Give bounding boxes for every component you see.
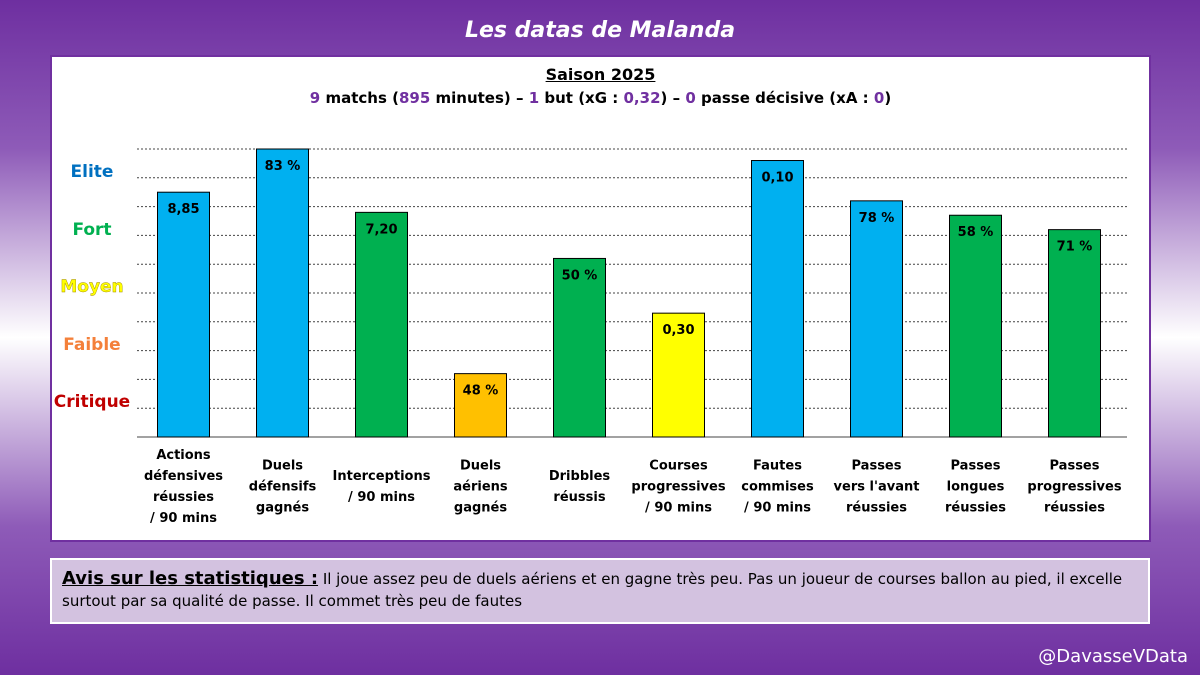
category-label-line: réussies [1044, 501, 1105, 516]
assists-count: 0 [685, 89, 696, 107]
category-label: Passes progressives réussies [1027, 459, 1121, 516]
category-label: Duels aériens gagnés [453, 459, 508, 516]
category-label-line: Interceptions [333, 469, 431, 484]
bar-chart: Elite Fort Moyen Faible Critique 8,85 Actions d… [54, 148, 1127, 526]
category-label: Passes longues réussies [945, 459, 1006, 516]
category-label-line: / 90 mins [150, 511, 217, 526]
category-label-line: Passes [1050, 459, 1100, 474]
mid-label: ) – [660, 89, 681, 107]
category-label-line: gagnés [454, 501, 507, 516]
data-label: 8,85 [167, 202, 199, 217]
category-label-line: Duels [262, 459, 303, 474]
category-label-line: Duels [460, 459, 501, 474]
data-label: 83 % [265, 159, 301, 174]
bar [157, 191, 210, 438]
level-label-fort: Fort [72, 220, 111, 240]
bar [751, 160, 804, 438]
goals-label: but (xG : [544, 89, 619, 107]
data-label: 0,10 [761, 171, 793, 186]
category-label-line: / 90 mins [744, 501, 811, 516]
comment-text: Il joue assez peu de duels aériens et en… [62, 570, 1123, 610]
minutes-count: 895 [398, 89, 431, 107]
data-label: 48 % [463, 384, 499, 399]
category-label-line: Dribbles [549, 469, 611, 484]
category-label-line: commises [741, 480, 814, 495]
category-label-line: réussies [945, 501, 1006, 516]
category-label-line: réussies [153, 490, 214, 505]
author-credit: @DavasseVData [1038, 646, 1188, 667]
category-label-line: longues [947, 480, 1005, 495]
minutes-label: minutes) – [435, 89, 524, 107]
category-label-line: / 90 mins [348, 490, 415, 505]
category-label: Passes vers l'avant réussies [834, 459, 920, 516]
comment-box: Avis sur les statistiques : Il joue asse… [50, 558, 1150, 624]
bar [454, 373, 507, 438]
data-label: 71 % [1057, 240, 1093, 255]
bar [355, 211, 408, 438]
data-label: 50 % [562, 268, 598, 283]
category-label-line: aériens [453, 480, 508, 495]
bar [256, 148, 309, 438]
xa-value: 0 [873, 89, 885, 107]
category-label-line: Fautes [753, 459, 802, 474]
level-label-faible: Faible [63, 335, 120, 355]
category-label-line: Passes [852, 459, 902, 474]
season-summary: 9 matchs (895 minutes) – 1 but (xG : 0,3… [52, 89, 1149, 107]
page-title: Les datas de Malanda [464, 18, 736, 43]
category-label-line: vers l'avant [834, 480, 920, 495]
category-label-line: Passes [951, 459, 1001, 474]
bar [553, 257, 606, 438]
matches-count: 9 [309, 89, 321, 107]
bar [1048, 229, 1101, 438]
assists-label: passe décisive (xA : [701, 89, 869, 107]
comment-heading: Avis sur les statistiques : [62, 568, 319, 589]
category-label-line: réussies [846, 501, 907, 516]
category-label: Interceptions / 90 mins [333, 469, 431, 505]
category-label-line: Courses [649, 459, 708, 474]
category-label-line: défensives [144, 469, 223, 484]
category-label: Actions défensives réussies / 90 mins [144, 448, 223, 526]
category-label-line: progressives [631, 480, 725, 495]
category-label-line: Actions [156, 448, 211, 463]
category-label-line: défensifs [249, 480, 317, 495]
data-label: 7,20 [365, 222, 397, 237]
season-title: Saison 2025 [545, 65, 656, 84]
category-label: Duels défensifs gagnés [249, 459, 317, 516]
category-label: Dribbles réussis [549, 469, 611, 505]
data-label: 78 % [859, 211, 895, 226]
goals-count: 1 [528, 89, 540, 107]
chart-panel: Saison 2025 9 matchs (895 minutes) – 1 b… [50, 55, 1151, 542]
xg-value: 0,32 [623, 89, 661, 107]
bar [652, 312, 705, 438]
category-label: Fautes commises / 90 mins [741, 459, 814, 516]
data-label: 58 % [958, 225, 994, 240]
category-label: Courses progressives / 90 mins [631, 459, 725, 516]
level-label-elite: Elite [71, 162, 114, 182]
end-label: ) [884, 89, 892, 107]
bar [949, 214, 1002, 438]
matches-label: matchs ( [325, 89, 399, 107]
bar [850, 200, 903, 438]
category-label-line: gagnés [256, 501, 309, 516]
category-label-line: progressives [1027, 480, 1121, 495]
level-label-moyen: Moyen [60, 277, 123, 297]
category-label-line: réussis [553, 490, 605, 505]
level-label-critique: Critique [54, 392, 130, 412]
category-label-line: / 90 mins [645, 501, 712, 516]
data-label: 0,30 [662, 323, 694, 338]
